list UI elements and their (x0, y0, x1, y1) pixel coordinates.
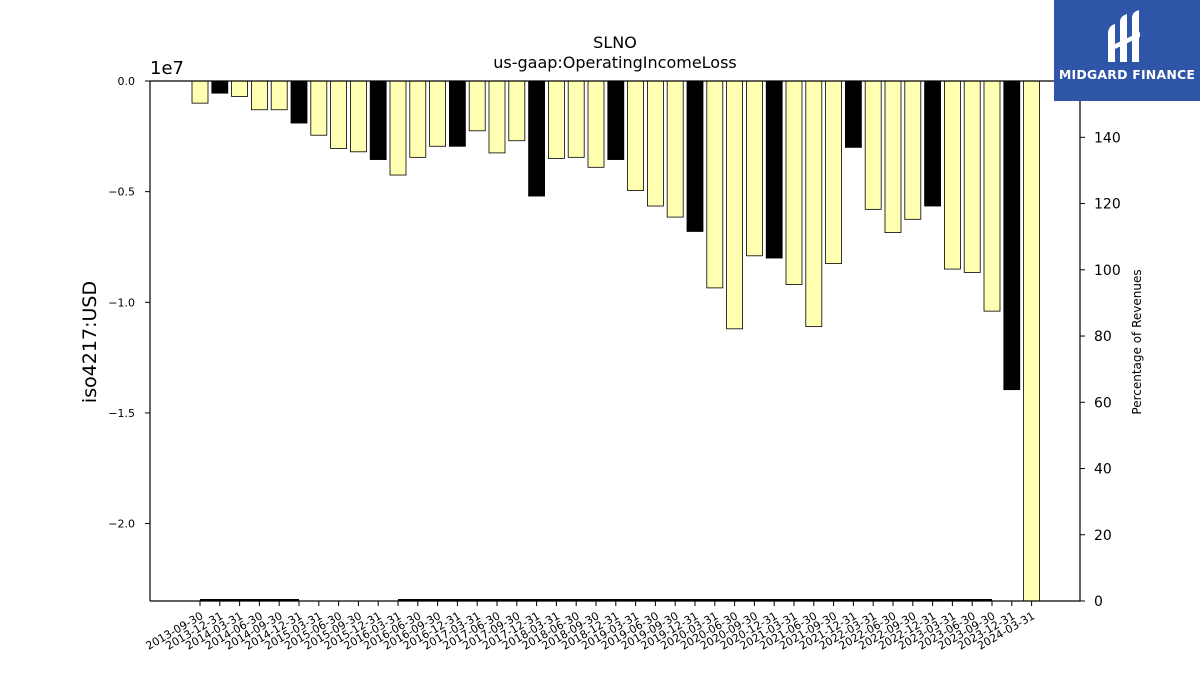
y-tick-label: −2.0 (108, 518, 135, 531)
bar-2020-03-31 (706, 80, 724, 289)
bar-2016-03-31 (389, 80, 407, 176)
bar-2014-03-31 (231, 80, 249, 97)
bars-group (191, 80, 1040, 602)
logo: MIDGARD FINANCE (1054, 0, 1200, 101)
bar-2021-09-30 (825, 80, 842, 264)
bar-2019-12-31 (686, 80, 704, 232)
bar-2015-09-30 (349, 80, 367, 153)
bar-2019-03-31 (627, 80, 644, 191)
y-tick-label: −1.5 (108, 407, 135, 420)
y-axis-label: iso4217:USD (79, 281, 101, 403)
bar-2022-09-30 (904, 80, 922, 220)
bar-2023-09-30 (983, 80, 1001, 312)
bar-2023-06-30 (963, 80, 981, 273)
chart-subtitle: us-gaap:OperatingIncomeLoss (493, 53, 737, 72)
y2-tick-label: 140 (1094, 130, 1121, 146)
bar-2018-06-30 (567, 80, 585, 158)
bar-2022-12-31 (924, 80, 941, 207)
midgard-logo-icon (1108, 10, 1140, 62)
y-tick-label: 0.0 (118, 75, 136, 88)
y2-tick-label: 100 (1094, 263, 1121, 279)
y-offset-label: 1e7 (150, 58, 184, 79)
bar-2021-12-31 (845, 80, 862, 148)
bar-2013-09-30 (191, 80, 209, 104)
bar-2014-06-30 (250, 80, 268, 111)
bar-2019-06-30 (647, 80, 664, 207)
bar-2018-12-31 (607, 80, 625, 160)
bar-2018-03-31 (548, 80, 565, 159)
bar-2023-03-31 (944, 80, 961, 270)
bar-2017-12-31 (528, 80, 545, 197)
bar-2015-06-30 (330, 80, 348, 149)
bar-2020-09-30 (746, 80, 763, 257)
bar-2013-12-31 (211, 80, 229, 94)
bar-2022-06-30 (884, 80, 902, 233)
y-tick-label: −1.0 (108, 296, 135, 309)
bar-2017-09-30 (508, 80, 526, 142)
bar-2017-06-30 (488, 80, 506, 154)
bar-2019-09-30 (666, 80, 684, 218)
bar-2015-03-31 (310, 80, 328, 136)
bar-2020-06-30 (726, 80, 743, 330)
bar-2024-03-31 (1023, 80, 1040, 602)
y2-tick-label: 40 (1094, 462, 1112, 478)
bar-2018-09-30 (587, 80, 605, 168)
bar-2020-12-31 (765, 80, 783, 259)
chart-title: SLNO (593, 33, 637, 52)
y-tick-label: −0.5 (108, 186, 135, 199)
y2-ticks-group: 0 20 40 60 80 100 120 140 (1080, 130, 1121, 610)
x-ticks-group: 2013-09-302013-12-312014-03-312014-06-30… (144, 601, 1037, 653)
bar-2016-09-30 (429, 80, 447, 147)
y2-tick-label: 20 (1094, 528, 1112, 544)
logo-text: MIDGARD FINANCE (1058, 67, 1196, 82)
bar-2015-12-31 (369, 80, 387, 160)
bar-2021-06-30 (805, 80, 823, 328)
bar-2014-12-31 (290, 80, 308, 124)
y2-tick-label: 0 (1094, 594, 1103, 610)
bar-2021-03-31 (785, 80, 803, 285)
plot-frame (149, 80, 1081, 602)
y2-tick-label: 60 (1094, 395, 1112, 411)
bar-2023-12-31 (1003, 80, 1021, 391)
y2-tick-label: 80 (1094, 329, 1112, 345)
bar-2014-09-30 (270, 80, 288, 111)
y-ticks-group: 0.0 −0.5 −1.0 −1.5 −2.0 (108, 75, 150, 531)
bar-2017-03-31 (468, 80, 486, 132)
bar-2022-03-31 (864, 80, 882, 210)
bar-2016-12-31 (448, 80, 466, 147)
y2-axis-label: Percentage of Revenues (1130, 269, 1144, 414)
y2-tick-label: 120 (1094, 197, 1121, 213)
bar-2016-06-30 (409, 80, 427, 158)
